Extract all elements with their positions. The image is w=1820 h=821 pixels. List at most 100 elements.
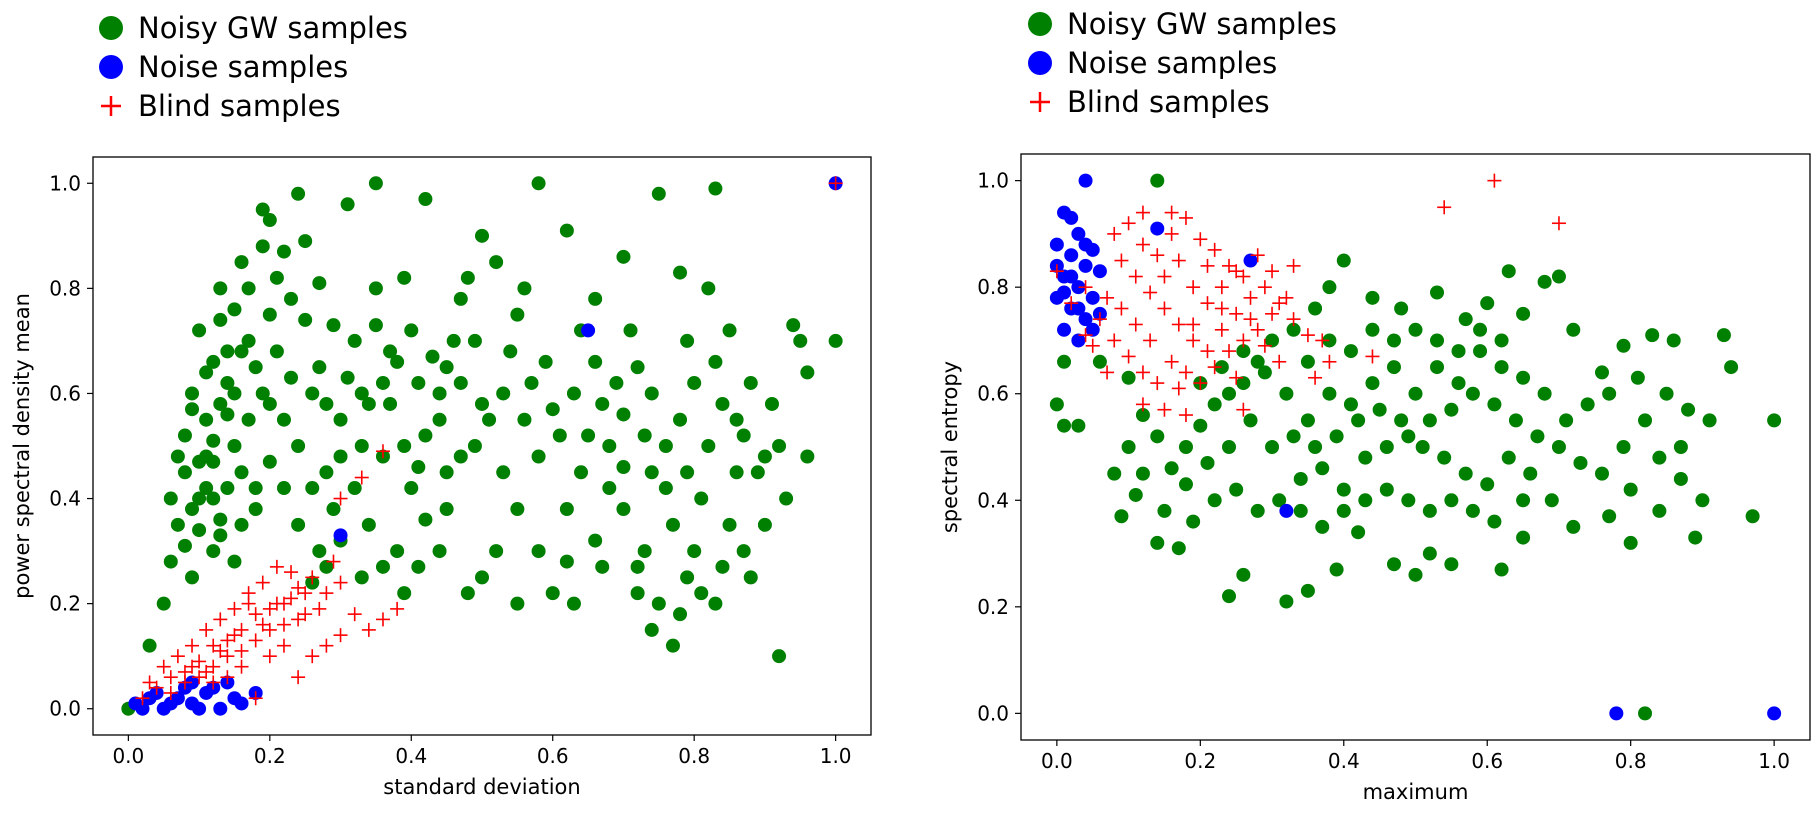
data-point [326,318,341,333]
data-point [489,544,504,559]
data-point [291,580,306,595]
data-point [559,502,574,517]
y-tick-label: 0.2 [977,595,1009,619]
data-point [432,412,447,427]
data-point [1315,519,1330,534]
data-point [163,491,178,506]
data-point [1178,210,1193,225]
data-point [1702,413,1717,428]
data-point [616,249,631,264]
data-point [192,523,207,538]
data-point [510,502,525,517]
data-point [269,270,284,285]
data-point [213,281,228,296]
data-point [729,412,744,427]
data-point [269,344,284,359]
data-point [1422,503,1437,518]
data-point [1150,376,1165,391]
data-point [291,670,306,685]
data-point [460,270,475,285]
data-point [199,664,214,679]
data-point [694,491,709,506]
data-point [1487,397,1502,412]
data-point [1229,370,1244,385]
data-point [736,544,751,559]
data-point [1652,503,1667,518]
data-point [517,281,532,296]
data-point [736,428,751,443]
data-point [1164,205,1179,220]
data-point [1286,312,1301,327]
data-point [241,412,256,427]
data-point [1308,301,1323,316]
data-point [1437,200,1452,215]
data-point [1559,413,1574,428]
data-point [1243,413,1258,428]
data-point [319,465,334,480]
data-point [800,365,815,380]
legend-label-blind: Blind samples [138,88,341,123]
data-point [185,675,200,690]
data-point [1143,285,1158,300]
x-tick-label: 1.0 [1758,749,1790,773]
data-point [361,517,376,532]
data-point [1200,455,1215,470]
y-tick-label: 0.6 [49,381,81,405]
data-point [673,607,688,622]
data-point [1616,338,1631,353]
data-point [284,565,299,580]
data-point [1236,567,1251,582]
data-point [1085,338,1100,353]
data-point [680,570,695,585]
data-point [1666,333,1681,348]
data-point [680,465,695,480]
data-point [1207,242,1222,257]
data-point [1408,567,1423,582]
data-point [1128,487,1143,502]
data-point [298,607,313,622]
legend-label-noise: Noise samples [1067,45,1278,80]
x-tick-label: 0.2 [1184,749,1216,773]
data-point [559,223,574,238]
data-point [1372,402,1387,417]
data-point [340,370,355,385]
data-point [1451,376,1466,391]
data-point [206,675,221,690]
data-point [262,454,277,469]
data-point [1551,216,1566,231]
data-point [185,570,200,585]
data-point [177,465,192,480]
data-point [1078,258,1093,273]
data-point [284,591,299,606]
plot-frame [1020,153,1811,741]
data-point [404,323,419,338]
data-point [255,386,270,401]
data-point [185,638,200,653]
data-point [1272,354,1287,369]
data-point [1257,338,1272,353]
data-point [1222,589,1237,604]
data-point [1716,328,1731,343]
data-point [630,360,645,375]
x-tick-label: 0.6 [537,744,569,768]
data-point [1494,333,1509,348]
data-point [1329,429,1344,444]
data-point [1430,333,1445,348]
data-point [390,601,405,616]
data-point [227,554,242,569]
data-point [1265,306,1280,321]
data-point [1537,386,1552,401]
data-point [170,649,185,664]
data-point [142,638,157,653]
data-point [1157,269,1172,284]
data-point [1286,429,1301,444]
data-point [665,638,680,653]
data-point [467,439,482,453]
data-point [1100,290,1115,305]
series-noisy-gw-samples [121,176,843,716]
data-point [1365,376,1380,391]
x-tick-label: 1.0 [820,744,852,768]
data-point [276,617,291,632]
plot-frame [92,156,872,736]
data-point [185,386,200,401]
